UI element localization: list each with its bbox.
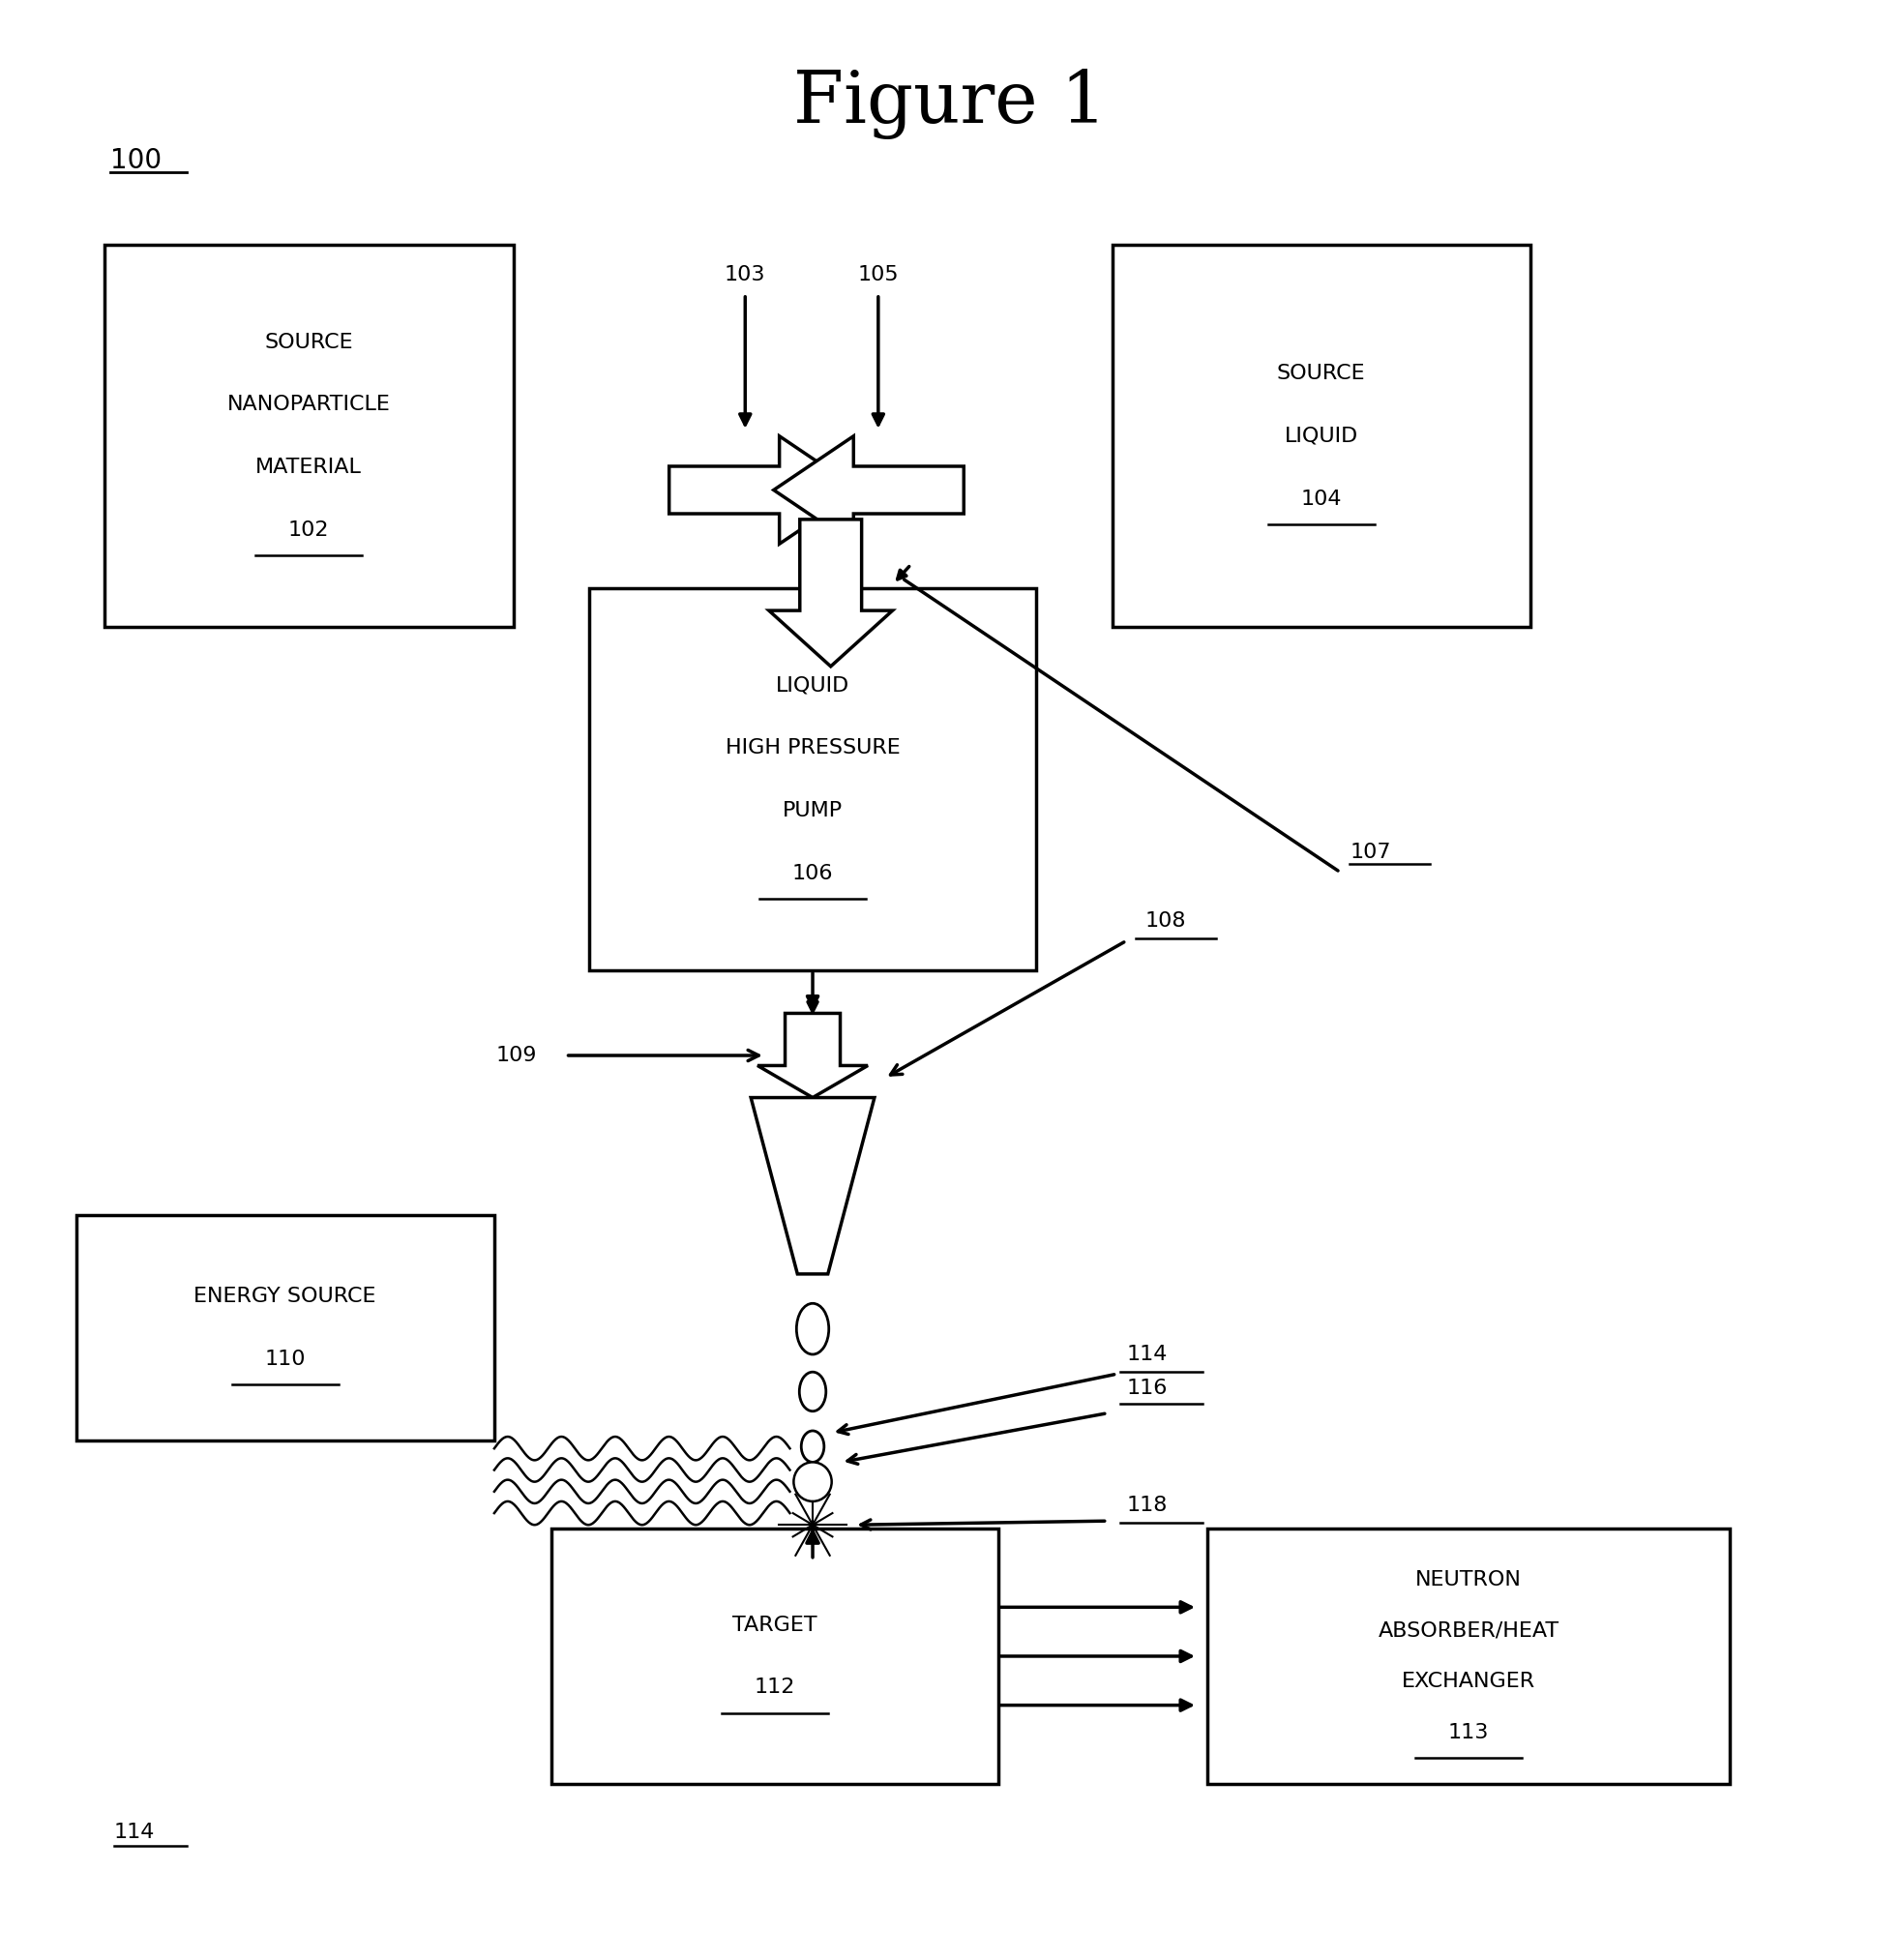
Polygon shape [751, 1098, 874, 1274]
Text: HIGH PRESSURE: HIGH PRESSURE [726, 739, 899, 757]
Ellipse shape [798, 1372, 827, 1411]
Text: 105: 105 [857, 265, 899, 284]
Text: 102: 102 [289, 521, 329, 539]
Ellipse shape [802, 1431, 825, 1462]
Polygon shape [669, 437, 859, 543]
Text: 114: 114 [114, 1823, 156, 1842]
Text: LIQUID: LIQUID [775, 676, 849, 694]
Text: TARGET: TARGET [732, 1615, 817, 1635]
Circle shape [794, 1462, 832, 1501]
Text: PUMP: PUMP [783, 802, 842, 819]
Text: LIQUID: LIQUID [1284, 427, 1357, 445]
Bar [1207, 1529, 1729, 1784]
Text: 106: 106 [792, 864, 832, 882]
Text: 100: 100 [110, 147, 162, 174]
Text: 107: 107 [1349, 843, 1391, 862]
Text: 114: 114 [1125, 1345, 1167, 1364]
Polygon shape [768, 519, 893, 666]
Text: 103: 103 [724, 265, 766, 284]
Text: ABSORBER/HEAT: ABSORBER/HEAT [1378, 1621, 1558, 1641]
Polygon shape [773, 437, 963, 543]
Text: MATERIAL: MATERIAL [257, 459, 361, 476]
Bar [104, 245, 513, 627]
Bar [551, 1529, 998, 1784]
Text: 104: 104 [1300, 490, 1341, 508]
Text: Figure 1: Figure 1 [794, 69, 1106, 139]
Text: EXCHANGER: EXCHANGER [1400, 1672, 1535, 1691]
Text: NEUTRON: NEUTRON [1416, 1570, 1520, 1590]
Text: NANOPARTICLE: NANOPARTICLE [228, 396, 390, 414]
Text: ENERGY SOURCE: ENERGY SOURCE [194, 1288, 376, 1305]
Text: 118: 118 [1125, 1495, 1167, 1515]
Text: 110: 110 [264, 1350, 306, 1368]
Text: 112: 112 [754, 1678, 794, 1697]
Bar [1111, 245, 1530, 627]
Text: 109: 109 [496, 1047, 536, 1064]
Text: 116: 116 [1125, 1378, 1167, 1397]
Bar [589, 588, 1036, 970]
Text: 108: 108 [1144, 911, 1186, 931]
Ellipse shape [796, 1303, 828, 1354]
Text: SOURCE: SOURCE [1277, 365, 1364, 382]
Bar [76, 1215, 494, 1441]
Text: SOURCE: SOURCE [264, 333, 353, 351]
Text: 113: 113 [1448, 1723, 1488, 1742]
Polygon shape [756, 1013, 868, 1098]
